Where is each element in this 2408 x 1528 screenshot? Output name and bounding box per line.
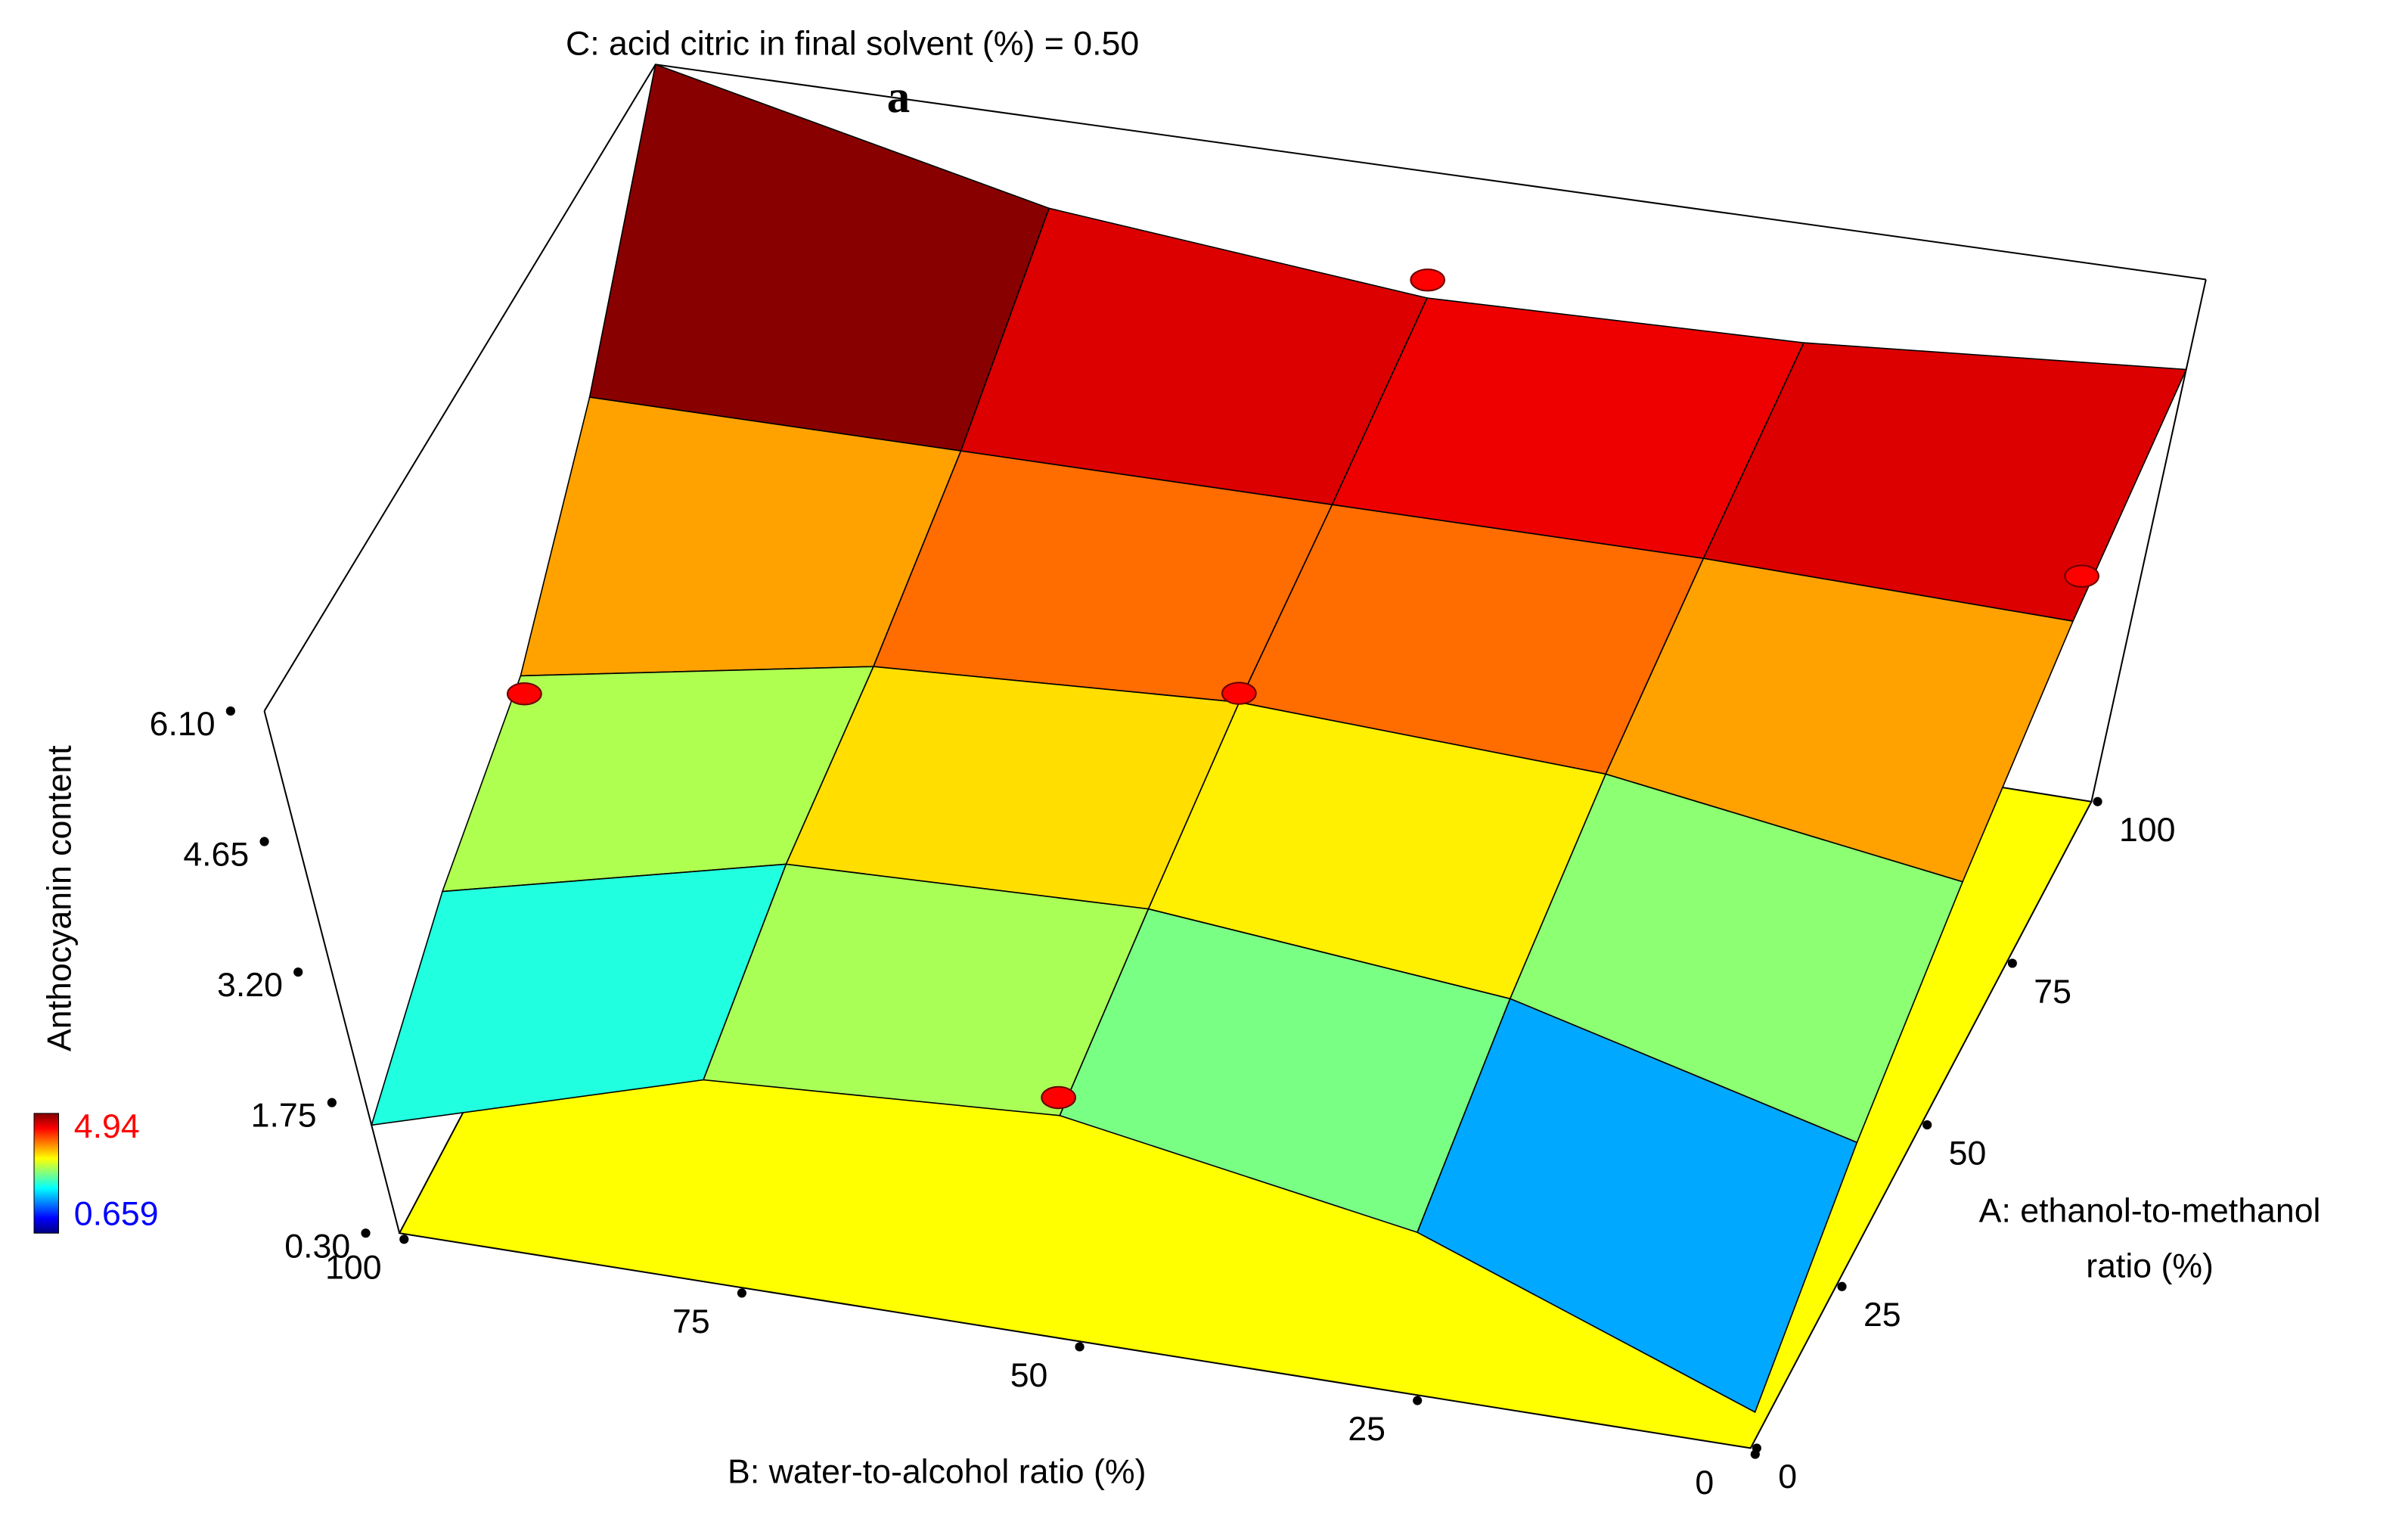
box-edge (263, 64, 656, 712)
z-tick-label: 3.20 (217, 967, 283, 1004)
z-tick-label: 6.10 (150, 706, 216, 743)
z-axis-label: Anthocyanin content (41, 745, 78, 1051)
surface-patch (1416, 998, 1858, 1413)
x-tick (1922, 1120, 1932, 1130)
box-edge (263, 710, 401, 1234)
x-tick-label: 100 (2119, 812, 2176, 849)
z-tick (259, 837, 269, 846)
y-tick-label: 100 (325, 1250, 382, 1287)
design-point (1221, 682, 1257, 705)
z-tick (225, 706, 235, 716)
x-tick (1752, 1443, 1761, 1453)
y-tick-label: 25 (1348, 1411, 1386, 1448)
chart-title: C: acid citric in final solvent (%) = 0.… (566, 26, 1139, 63)
design-point (2064, 564, 2099, 588)
design-point (507, 682, 542, 706)
x-axis-label: A: ethanol-to-methanol (1979, 1193, 2321, 1230)
colorbar (33, 1113, 60, 1234)
x-tick (1837, 1281, 1847, 1291)
x-tick (2093, 797, 2102, 806)
box-edge (2090, 279, 2207, 802)
y-tick (399, 1235, 409, 1244)
surface-patch (588, 64, 1050, 452)
x-tick-label: 50 (1949, 1135, 1987, 1172)
y-tick-label: 0 (1695, 1464, 1714, 1502)
box-edge (655, 64, 2206, 281)
x-tick-label: 0 (1778, 1458, 1797, 1495)
y-tick (1413, 1396, 1423, 1405)
z-tick-label: 1.75 (251, 1098, 317, 1135)
x-axis-label: ratio (%) (2086, 1248, 2214, 1285)
y-tick (737, 1288, 747, 1298)
y-axis-label: B: water-to-alcohol ratio (%) (728, 1454, 1146, 1491)
design-point (1041, 1085, 1076, 1110)
design-point (1410, 268, 1446, 292)
x-tick-label: 25 (1863, 1297, 1901, 1334)
z-tick (327, 1098, 337, 1107)
x-tick (2007, 958, 2017, 968)
y-tick-label: 50 (1010, 1357, 1048, 1394)
z-tick-label: 4.65 (183, 837, 249, 874)
y-tick (1075, 1342, 1085, 1352)
z-tick (293, 967, 303, 977)
colorbar-max-label: 4.94 (74, 1108, 140, 1145)
x-tick-label: 75 (2034, 974, 2071, 1011)
z-tick (361, 1228, 371, 1238)
colorbar-min-label: 0.659 (74, 1196, 159, 1233)
z-tick-label: 0.30 (284, 1228, 350, 1265)
y-tick-label: 75 (672, 1303, 710, 1340)
